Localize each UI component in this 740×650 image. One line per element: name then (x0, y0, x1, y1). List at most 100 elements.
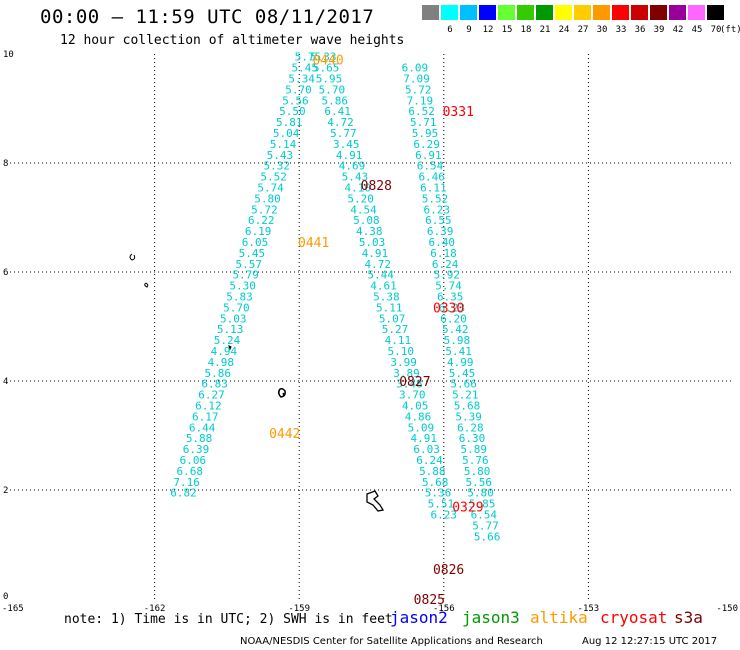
swh-value: 6.39 (183, 443, 210, 456)
swh-value: 5.86 (322, 94, 349, 107)
lat-tick-label: 6 (3, 268, 8, 278)
swh-value: 5.80 (254, 192, 281, 205)
swh-value: 6.23 (439, 301, 466, 314)
swh-value: 5.08 (353, 214, 380, 227)
swh-value: 6.82 (170, 487, 197, 500)
swh-value: 4.54 (350, 203, 377, 216)
color-scale-tick: 15 (501, 25, 513, 35)
swh-value: 5.30 (229, 280, 256, 293)
swh-value: 4.72 (365, 258, 392, 271)
swh-value: 5.32 (264, 160, 291, 173)
swh-value: 5.66 (450, 378, 477, 391)
swh-value: 6.54 (417, 160, 444, 173)
pass-time-label: 0330 (433, 301, 464, 316)
swh-value: 5.98 (444, 334, 471, 347)
swh-value: 6.40 (429, 236, 456, 249)
color-scale-tick: 6 (447, 25, 453, 35)
swh-value: 5.66 (474, 530, 501, 543)
swh-value: 5.44 (367, 269, 394, 282)
color-scale-tick: 36 (634, 25, 646, 35)
legend-cryosat: cryosat (600, 608, 668, 627)
color-scale-tick: 9 (466, 25, 472, 35)
legend-jason2: jason2 (390, 608, 448, 627)
swh-value: 6.52 (408, 105, 435, 118)
color-swatch (555, 5, 572, 20)
color-swatch (441, 5, 458, 20)
lat-tick-label: 8 (3, 159, 8, 169)
color-scale-tick: 12 (482, 25, 494, 35)
swh-value: 5.83 (226, 291, 253, 304)
swh-value: 5.92 (434, 269, 461, 282)
swh-value: 5.68 (422, 476, 449, 489)
swh-value: 5.70 (319, 83, 346, 96)
map-grid (10, 54, 733, 599)
color-swatch (422, 5, 439, 20)
swh-value: 5.74 (435, 280, 462, 293)
swh-value: 6.17 (192, 410, 219, 423)
swh-value: 6.24 (416, 454, 443, 467)
lon-tick-label: -153 (578, 604, 600, 614)
credit-line: NOAA/NESDIS Center for Satellite Applica… (240, 636, 543, 647)
swh-value: 5.95 (316, 73, 343, 86)
swh-value: 6.39 (427, 225, 454, 238)
color-swatch (460, 5, 477, 20)
swh-value: 6.46 (418, 171, 445, 184)
lon-tick-label: -162 (144, 604, 166, 614)
swh-value: 3.99 (390, 356, 417, 369)
lon-tick-label: -150 (716, 604, 738, 614)
map-subtitle: 12 hour collection of altimeter wave hei… (60, 33, 405, 48)
color-scale-tick: 70 (710, 25, 722, 35)
swh-value: 5.24 (214, 334, 241, 347)
color-scale-tick: 21 (539, 25, 551, 35)
swh-value: 5.20 (347, 192, 374, 205)
swh-value: 4.10 (344, 182, 371, 195)
swh-value: 5.43 (267, 149, 294, 162)
generation-timestamp: Aug 12 12:27:15 UTC 2017 (582, 636, 718, 647)
swh-value: 7.09 (403, 73, 430, 86)
color-scale-tick: 18 (520, 25, 532, 35)
swh-value: 6.09 (402, 62, 429, 75)
color-swatch (631, 5, 648, 20)
swh-value: 5.07 (379, 312, 406, 325)
pass-time-label: 0828 (361, 179, 392, 194)
swh-value: 7.19 (407, 94, 434, 107)
color-swatch (498, 5, 515, 20)
swh-value: 5.57 (236, 258, 263, 271)
color-scale-unit: (ft) (720, 25, 740, 35)
color-scale-tick: 30 (596, 25, 608, 35)
legend-s3a: s3a (674, 608, 703, 627)
swh-value: 5.33 (310, 51, 337, 64)
swh-value: 5.70 (223, 301, 250, 314)
swh-value: 4.38 (356, 225, 383, 238)
swh-value: 5.79 (232, 269, 259, 282)
legend-altika: altika (530, 608, 588, 627)
island-outline (277, 388, 286, 398)
lat-tick-label: 2 (3, 486, 8, 496)
swh-value: 6.03 (413, 443, 440, 456)
swh-value: 5.38 (373, 291, 400, 304)
swh-value: 4.69 (339, 160, 366, 173)
swh-value: 4.86 (405, 410, 432, 423)
swh-value: 6.22 (248, 214, 275, 227)
swh-value: 6.06 (180, 454, 207, 467)
color-swatch (707, 5, 724, 20)
swh-value: 6.29 (413, 138, 440, 151)
swh-value: 5.75 (295, 51, 322, 64)
swh-value: 6.83 (201, 378, 228, 391)
swh-value: 4.98 (208, 356, 235, 369)
swh-value: 6.05 (242, 236, 269, 249)
map-title: 00:00 – 11:59 UTC 08/11/2017 (40, 6, 375, 28)
swh-value: 4.05 (402, 400, 429, 413)
swh-value: 5.77 (330, 127, 357, 140)
color-scale-tick: 45 (691, 25, 703, 35)
color-swatch (688, 5, 705, 20)
swh-value: 5.81 (276, 116, 303, 129)
swh-value: 5.56 (466, 476, 493, 489)
swh-value: 5.39 (455, 410, 482, 423)
footer-note: note: 1) Time is in UTC; 2) SWH is in fe… (64, 612, 393, 627)
island-outline (144, 282, 149, 288)
swh-value: 4.91 (336, 149, 363, 162)
swh-value: 5.95 (412, 127, 439, 140)
swh-value: 5.89 (460, 443, 487, 456)
swh-value: 4.94 (211, 345, 238, 358)
